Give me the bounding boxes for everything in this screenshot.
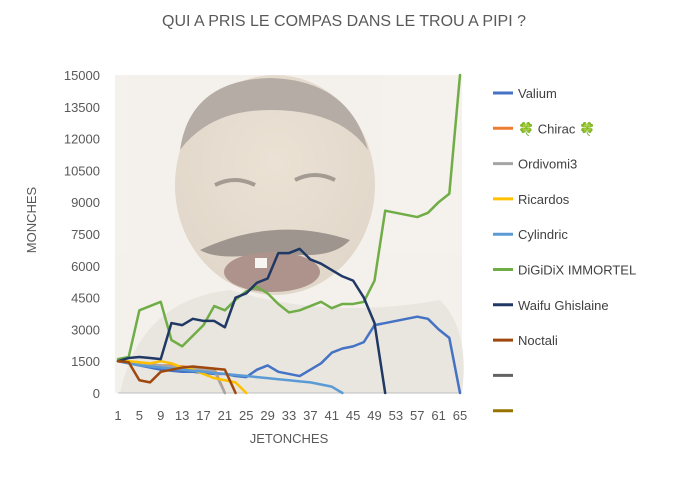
- x-tick-label: 5: [136, 408, 143, 423]
- x-tick-label: 37: [303, 408, 317, 423]
- x-axis: 1 5 9 13 17 21 25 29 33 37 41 45 49 53 57 61 65: [114, 392, 467, 423]
- legend: Valium 🍀 Chirac 🍀 Ordivomi3 Ricardos Cylindr…: [493, 86, 636, 413]
- legend-label: Ricardos: [518, 192, 570, 207]
- y-axis-label: MONCHES: [24, 186, 39, 253]
- series-line-6: [116, 247, 387, 395]
- x-tick-label: 13: [175, 408, 189, 423]
- x-tick-label: 21: [218, 408, 232, 423]
- y-tick-label: 15000: [64, 68, 100, 83]
- y-tick-label: 3000: [71, 322, 100, 337]
- x-tick-label: 53: [389, 408, 403, 423]
- chart-title: QUI A PRIS LE COMPAS DANS LE TROU A PIPI…: [162, 13, 526, 30]
- legend-label: Waifu Ghislaine: [518, 298, 609, 313]
- legend-label: Valium: [518, 86, 557, 101]
- legend-label: 🍀 Chirac 🍀: [518, 121, 595, 136]
- y-tick-label: 1500: [71, 354, 100, 369]
- series-line-5: [116, 73, 462, 361]
- series-line-4: [116, 359, 344, 395]
- x-tick-label: 17: [196, 408, 210, 423]
- y-tick-label: 9000: [71, 195, 100, 210]
- x-tick-label: 57: [410, 408, 424, 423]
- x-tick-label: 33: [282, 408, 296, 423]
- y-axis: 0 1500 3000 4500 6000 7500 9000 10500 12000 13500…: [64, 68, 100, 401]
- y-tick-label: 6000: [71, 259, 100, 274]
- y-tick-label: 7500: [71, 227, 100, 242]
- y-tick-label: 13500: [64, 100, 100, 115]
- series-line-7: [116, 359, 237, 395]
- x-tick-label: 45: [346, 408, 360, 423]
- x-tick-label: 9: [157, 408, 164, 423]
- laughing-man-photo: [115, 75, 464, 393]
- x-tick-label: 49: [367, 408, 381, 423]
- plot-area: [116, 73, 462, 395]
- x-tick-label: 65: [453, 408, 467, 423]
- y-tick-label: 10500: [64, 163, 100, 178]
- x-tick-label: 1: [114, 408, 121, 423]
- x-axis-label: JETONCHES: [250, 431, 329, 446]
- x-tick-label: 61: [431, 408, 445, 423]
- y-tick-label: 12000: [64, 132, 100, 147]
- legend-label: Noctali: [518, 333, 558, 348]
- legend-label: DiGiDiX IMMORTEL: [518, 263, 636, 278]
- legend-label: Ordivomi3: [518, 157, 577, 172]
- x-tick-label: 29: [260, 408, 274, 423]
- x-tick-label: 41: [325, 408, 339, 423]
- series-line-0: [116, 315, 462, 395]
- legend-label: Cylindric: [518, 227, 568, 242]
- y-tick-label: 4500: [71, 291, 100, 306]
- y-tick-label: 0: [93, 386, 100, 401]
- x-tick-label: 25: [239, 408, 253, 423]
